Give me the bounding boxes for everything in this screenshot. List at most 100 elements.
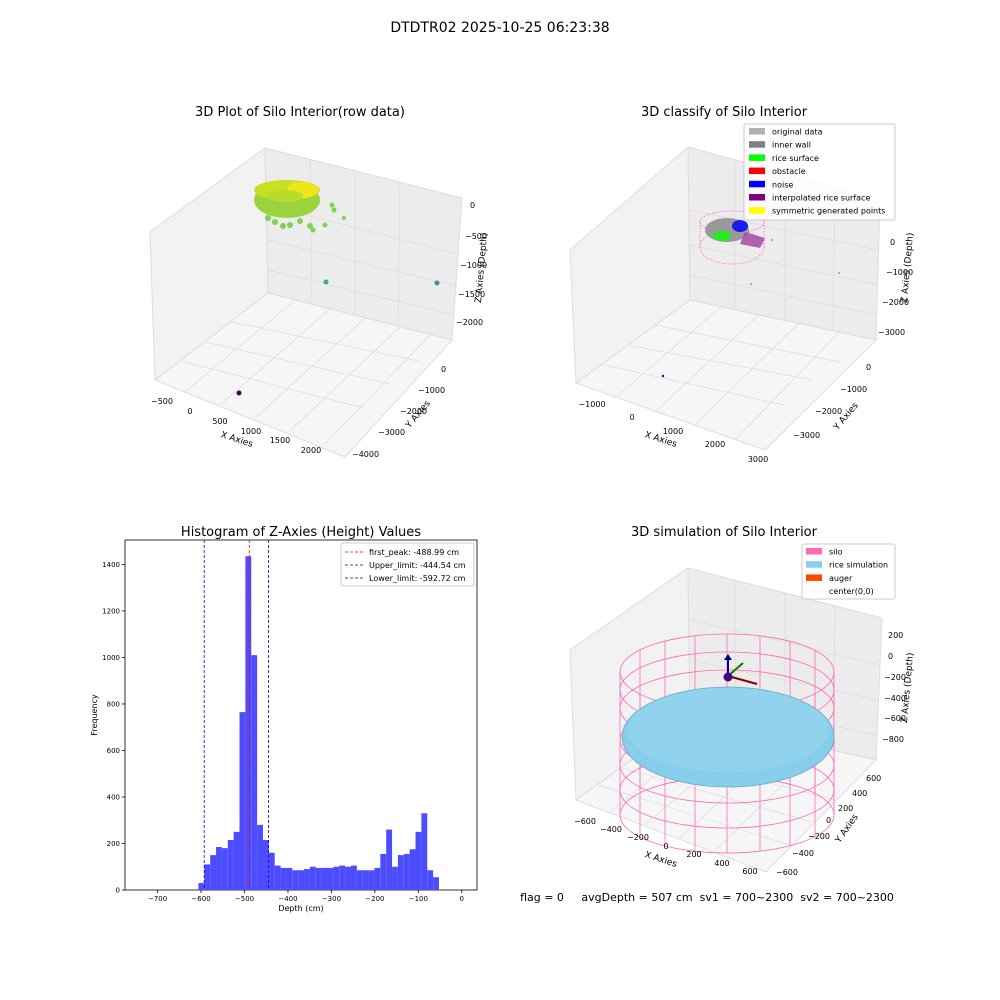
svg-text:−400: −400 xyxy=(792,849,814,858)
rice-surface-cluster xyxy=(713,231,731,241)
original-outlier-3 xyxy=(771,239,773,241)
svg-text:−2000: −2000 xyxy=(456,318,483,327)
svg-text:−1000: −1000 xyxy=(840,385,867,394)
x-tick-label: −500 xyxy=(235,895,254,903)
svg-text:0: 0 xyxy=(441,365,446,374)
raw-outlier-2 xyxy=(434,280,440,286)
legend-label: interpolated rice surface xyxy=(772,194,870,203)
histogram-bar xyxy=(345,866,351,890)
legend-label: Upper_limit: -444.54 cm xyxy=(369,561,466,570)
simulation-y-label: Y Axies xyxy=(833,812,861,845)
histogram-bar xyxy=(362,870,369,890)
x-tick-label: −400 xyxy=(278,895,297,903)
legend-swatch xyxy=(749,128,765,135)
legend-swatch xyxy=(749,180,765,188)
panel-simulation-3d: 3D simulation of Silo Interior xyxy=(569,525,916,877)
svg-text:600: 600 xyxy=(866,774,881,783)
pane-floor xyxy=(574,299,878,451)
histogram-bar xyxy=(327,867,334,890)
histogram-bar xyxy=(421,813,428,890)
simulation-y-ticks: −600 −400 −200 0 200 400 600 xyxy=(776,774,881,877)
histogram-bar xyxy=(397,855,404,890)
classify-legend: original data inner wall rice surface obsta… xyxy=(743,123,896,221)
svg-text:0: 0 xyxy=(866,363,871,372)
histogram-bar xyxy=(292,870,299,890)
panel-simulation-title: 3D simulation of Silo Interior xyxy=(631,525,818,540)
histogram-bar xyxy=(409,849,416,890)
histogram-x-ticks: −700 −600 −500 −400 −300 −200 −100 0 xyxy=(148,890,464,903)
svg-text:−3000: −3000 xyxy=(793,431,820,440)
raw-y-ticks: −4000 −3000 −2000 −1000 0 xyxy=(352,365,446,459)
legend-label: auger xyxy=(829,574,853,583)
legend-label: center(0,0) xyxy=(829,587,874,596)
histogram-bar xyxy=(368,870,375,890)
histogram-y-ticks: 0 200 400 600 800 1000 1200 1400 xyxy=(102,561,125,895)
svg-text:−3000: −3000 xyxy=(378,428,405,437)
svg-text:0: 0 xyxy=(187,407,192,416)
panel-classify-3d: 3D classify of Silo Interior xyxy=(569,105,916,464)
histogram-bar xyxy=(415,831,422,890)
histogram-bar xyxy=(386,829,393,890)
original-outlier-2 xyxy=(838,272,840,274)
histogram-bar xyxy=(274,865,281,890)
panel-histogram: Histogram of Z-Axies (Height) Values −70… xyxy=(90,525,478,913)
svg-text:−2000: −2000 xyxy=(815,407,842,416)
legend-swatch xyxy=(749,194,765,201)
histogram-legend: first_peak: -488.99 cm Upper_limit: -444.… xyxy=(340,542,475,587)
legend-swatch xyxy=(806,548,822,555)
simulation-z-ticks: 200 0 −200 −400 −600 −800 xyxy=(882,631,906,744)
svg-text:−4000: −4000 xyxy=(352,450,379,459)
svg-text:0: 0 xyxy=(826,816,831,825)
raw-outlier-3 xyxy=(236,390,242,396)
histogram-bar xyxy=(403,853,410,890)
legend-label: symmetric generated points xyxy=(772,207,885,216)
histogram-bar xyxy=(374,867,381,890)
panel-raw-3d: 3D Plot of Silo Interior(row data) xyxy=(149,105,490,459)
histogram-bar xyxy=(298,870,305,890)
histogram-bar xyxy=(262,840,269,890)
svg-text:400: 400 xyxy=(714,859,729,868)
classify-y-label: Y Axies xyxy=(832,401,861,433)
histogram-bar xyxy=(268,852,275,890)
simulation-x-label: X Axies xyxy=(643,850,678,870)
svg-text:0: 0 xyxy=(890,238,895,247)
legend-swatch xyxy=(806,574,822,581)
y-tick-label: 400 xyxy=(107,793,120,801)
svg-text:−400: −400 xyxy=(600,825,622,834)
legend-label: original data xyxy=(772,128,823,137)
svg-text:1000: 1000 xyxy=(241,427,261,436)
svg-text:1500: 1500 xyxy=(270,436,290,445)
svg-text:−200: −200 xyxy=(808,832,830,841)
histogram-bar xyxy=(304,869,310,890)
classify-legend-items: original data inner wall rice surface obsta… xyxy=(749,128,885,216)
svg-text:200: 200 xyxy=(838,804,853,813)
center-marker xyxy=(723,672,733,682)
histogram-bar xyxy=(204,864,211,890)
classify-points xyxy=(661,210,840,378)
auger-axes xyxy=(723,654,758,685)
histogram-bar xyxy=(257,824,263,890)
y-tick-label: 600 xyxy=(107,747,120,755)
histogram-bar xyxy=(251,655,258,890)
x-tick-label: −600 xyxy=(191,895,210,903)
svg-text:−600: −600 xyxy=(574,817,596,826)
raw-outlier-1 xyxy=(323,279,329,285)
y-tick-label: 1200 xyxy=(102,607,120,615)
svg-text:600: 600 xyxy=(742,867,757,876)
raw-x-ticks: −500 0 500 1000 1500 2000 xyxy=(151,397,321,455)
histogram-bar xyxy=(216,846,222,890)
svg-text:400: 400 xyxy=(852,789,867,798)
histogram-bars xyxy=(198,556,439,890)
raw-ring-inner xyxy=(267,190,303,202)
histogram-title: Histogram of Z-Axies (Height) Values xyxy=(181,525,421,540)
y-tick-label: 1000 xyxy=(102,654,120,662)
histogram-bar xyxy=(427,870,434,890)
status-line: flag = 0 avgDepth = 507 cm sv1 = 700~230… xyxy=(520,891,894,904)
panel-raw-title: 3D Plot of Silo Interior(row data) xyxy=(195,105,405,120)
svg-text:−800: −800 xyxy=(882,735,904,744)
histogram-bar xyxy=(433,877,439,890)
histogram-bar xyxy=(356,870,363,890)
classify-grid xyxy=(599,159,879,441)
rice-simulation-shade xyxy=(628,688,828,772)
